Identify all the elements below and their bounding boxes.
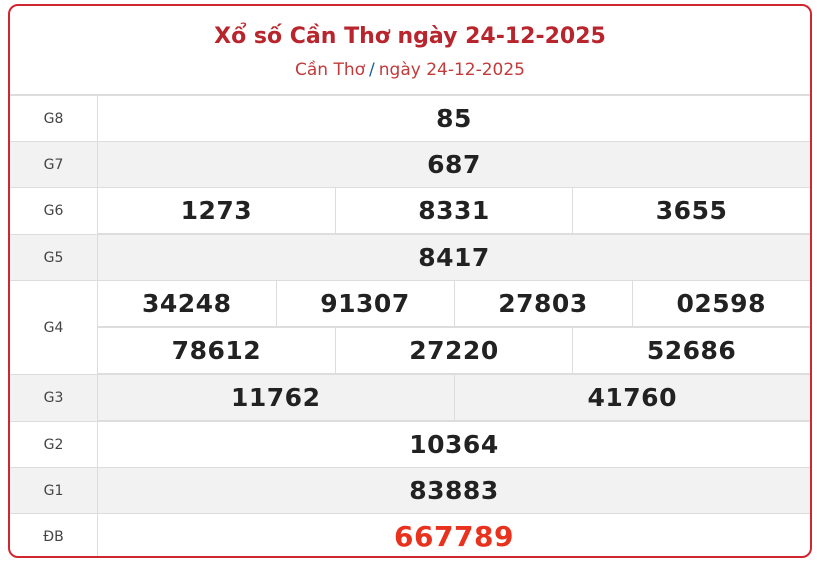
- prize-label: G7: [10, 141, 98, 188]
- prize-number: 8417: [97, 234, 810, 281]
- prize-number: 27803: [453, 281, 633, 327]
- results-table: G8 85 G7 687 G6 1273 8331 3655 G5 8417 G4 342…: [10, 95, 810, 556]
- prize-number: 83883: [97, 467, 810, 514]
- prize-label: G4: [10, 280, 98, 375]
- prize-row-g8: G8 85: [10, 95, 810, 142]
- results-header: Xổ số Cần Thơ ngày 24-12-2025 Cần Thơ / ng…: [10, 6, 810, 95]
- prize-number: 34248: [98, 281, 277, 327]
- prize-number: 1273: [98, 188, 336, 234]
- prize-label: G6: [10, 187, 98, 235]
- prize-number: 02598: [631, 281, 810, 327]
- prize-number: 52686: [572, 327, 810, 374]
- prize-label: G2: [10, 421, 98, 468]
- prize-number: 27220: [334, 327, 574, 374]
- prize-number: 10364: [97, 421, 810, 468]
- prize-label: G3: [10, 374, 98, 422]
- prize-number: 687: [97, 141, 810, 188]
- prize-label: G1: [10, 467, 98, 514]
- breadcrumb: Cần Thơ / ngày 24-12-2025: [10, 59, 810, 81]
- breadcrumb-province-link[interactable]: Cần Thơ: [294, 60, 366, 80]
- prize-row-g5: G5 8417: [10, 234, 810, 281]
- prize-number: 11762: [98, 375, 455, 421]
- prize-row-g2: G2 10364: [10, 421, 810, 468]
- prize-row-g6: G6 1273 8331 3655: [10, 187, 810, 235]
- prize-label: G5: [10, 234, 98, 281]
- prize-number: 8331: [334, 188, 574, 234]
- breadcrumb-date: ngày 24-12-2025: [378, 60, 525, 80]
- prize-label: G8: [10, 95, 98, 142]
- prize-number: 85: [97, 95, 810, 142]
- prize-number: 91307: [275, 281, 455, 327]
- prize-number: 41760: [453, 375, 810, 421]
- page-title: Xổ số Cần Thơ ngày 24-12-2025: [214, 24, 606, 49]
- prize-number: 3655: [572, 188, 810, 234]
- prize-row-special: ĐB 667789: [10, 513, 810, 556]
- prize-row-g4: G4 34248 91307 27803 02598 78612 27220 52686: [10, 280, 810, 375]
- prize-row-g3: G3 11762 41760: [10, 374, 810, 422]
- prize-label: ĐB: [10, 513, 98, 556]
- prize-row-g7: G7 687: [10, 141, 810, 188]
- prize-row-g1: G1 83883: [10, 467, 810, 514]
- prize-number: 78612: [98, 327, 336, 374]
- special-prize-number: 667789: [97, 513, 810, 556]
- results-card: Xổ số Cần Thơ ngày 24-12-2025 Cần Thơ / ng…: [8, 4, 812, 558]
- breadcrumb-separator: /: [369, 60, 375, 80]
